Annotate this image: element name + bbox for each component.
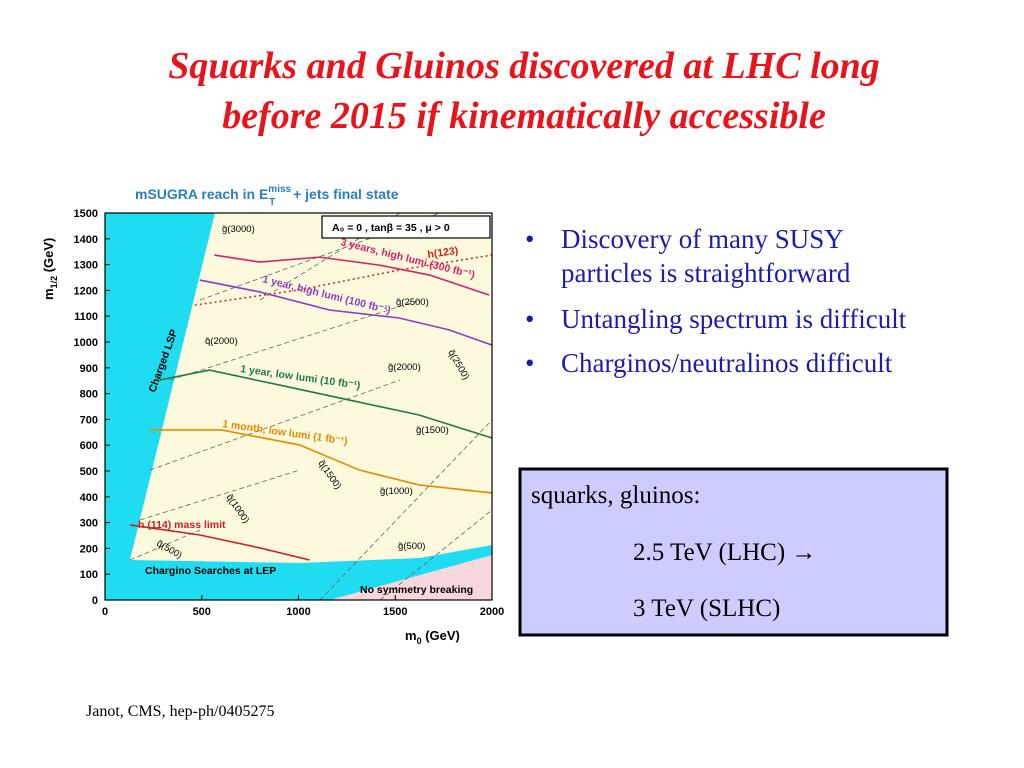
x-tick-label: 500 — [193, 606, 211, 618]
y-tick-label: 1100 — [74, 311, 98, 323]
bullet-text: Charginos/neutralinos difficult — [561, 348, 893, 378]
series-line — [214, 254, 490, 296]
x-axis-label: m0 (GeV) — [405, 628, 460, 646]
title-text: + jets final state — [289, 186, 399, 202]
label-unit: (GeV) — [41, 238, 56, 276]
series-line — [130, 524, 310, 561]
bullet-text: Discovery of many SUSY — [561, 224, 844, 254]
y-tick-label: 0 — [92, 595, 98, 607]
annotation: q̃(2000) — [205, 336, 238, 347]
y-tick-label: 1400 — [74, 234, 98, 246]
title-sup: miss — [268, 184, 291, 195]
y-tick-label: 700 — [80, 414, 98, 426]
bullet-marker: • — [525, 348, 534, 378]
parameter-box — [321, 215, 491, 239]
box-heading: squarks, gluinos: — [531, 482, 700, 509]
chart-title: mSUGRA reach in Emiss T + jets final stat… — [135, 184, 399, 208]
label-text: m — [41, 288, 56, 300]
y-tick-label: 1000 — [74, 337, 98, 349]
annotation: g̃(1500) — [416, 425, 449, 436]
mass-contour — [129, 529, 201, 561]
parameter-text: A₀ = 0 , tanβ = 35 , μ > 0 — [332, 222, 450, 234]
x-tick-label: 0 — [102, 606, 108, 618]
bullet-list: • Discovery of many SUSY particles is st… — [525, 224, 907, 378]
mass-contour — [139, 469, 301, 521]
box-line: 3 TeV (SLHC) — [633, 595, 780, 622]
annotation: g̃(3000) — [222, 224, 255, 235]
label-sub: 0 — [417, 636, 422, 646]
bullet-marker: • — [525, 304, 534, 334]
footnote: Janot, CMS, hep-ph/0405275 — [86, 703, 274, 720]
y-tick-label: 200 — [80, 543, 98, 555]
title-sub: T — [269, 197, 275, 208]
y-tick-label: 1500 — [74, 208, 98, 220]
y-axis-label: m1/2 (GeV) — [41, 238, 59, 300]
annotation: Chargino Searches at LEP — [145, 565, 276, 577]
summary-box — [518, 467, 949, 637]
label-unit: (GeV) — [422, 628, 460, 643]
y-tick-label: 100 — [80, 569, 98, 581]
slide-title: before 2015 if kinematically accessible — [222, 95, 826, 137]
annotation: g̃(1000) — [380, 486, 413, 497]
annotation: g̃(2000) — [388, 362, 421, 373]
annotation: g̃(2500) — [396, 297, 429, 308]
chart: mSUGRA reach in Emiss T + jets final stat… — [41, 184, 504, 646]
y-tick-label: 500 — [80, 466, 98, 478]
region-cyan — [105, 213, 492, 600]
y-tick-label: 1300 — [74, 260, 98, 272]
y-tick-label: 900 — [80, 363, 98, 375]
bullet-text: Untangling spectrum is difficult — [561, 304, 907, 334]
y-tick-label: 400 — [80, 492, 98, 504]
label-text: m — [405, 628, 417, 643]
series-label: h (114) mass limit — [138, 519, 226, 531]
series-line — [199, 279, 493, 346]
x-tick-label: 2000 — [480, 606, 504, 618]
y-tick-label: 1200 — [74, 285, 98, 297]
series-label: h(123) — [427, 245, 459, 261]
title-text: mSUGRA reach in E — [135, 186, 268, 202]
label-sub: 1/2 — [49, 276, 59, 289]
annotation: No symmetry breaking — [360, 584, 473, 596]
y-tick-label: 800 — [80, 389, 98, 401]
mass-contour — [319, 419, 493, 601]
annotation: g̃(500) — [398, 541, 426, 552]
mass-contour — [169, 299, 421, 381]
x-tick-label: 1000 — [286, 606, 310, 618]
y-tick-label: 300 — [80, 518, 98, 530]
series-line — [194, 254, 493, 306]
y-tick-label: 600 — [80, 440, 98, 452]
plot-frame — [104, 212, 493, 601]
bullet-text: particles is straightforward — [561, 258, 851, 288]
slide-title: Squarks and Gluinos discovered at LHC lo… — [168, 45, 880, 87]
mass-contour — [149, 379, 401, 471]
series-line — [149, 429, 493, 494]
box-line: 2.5 TeV (LHC) → — [633, 539, 816, 566]
series-line — [159, 369, 493, 439]
x-tick-label: 1500 — [383, 606, 407, 618]
bullet-marker: • — [525, 224, 534, 254]
